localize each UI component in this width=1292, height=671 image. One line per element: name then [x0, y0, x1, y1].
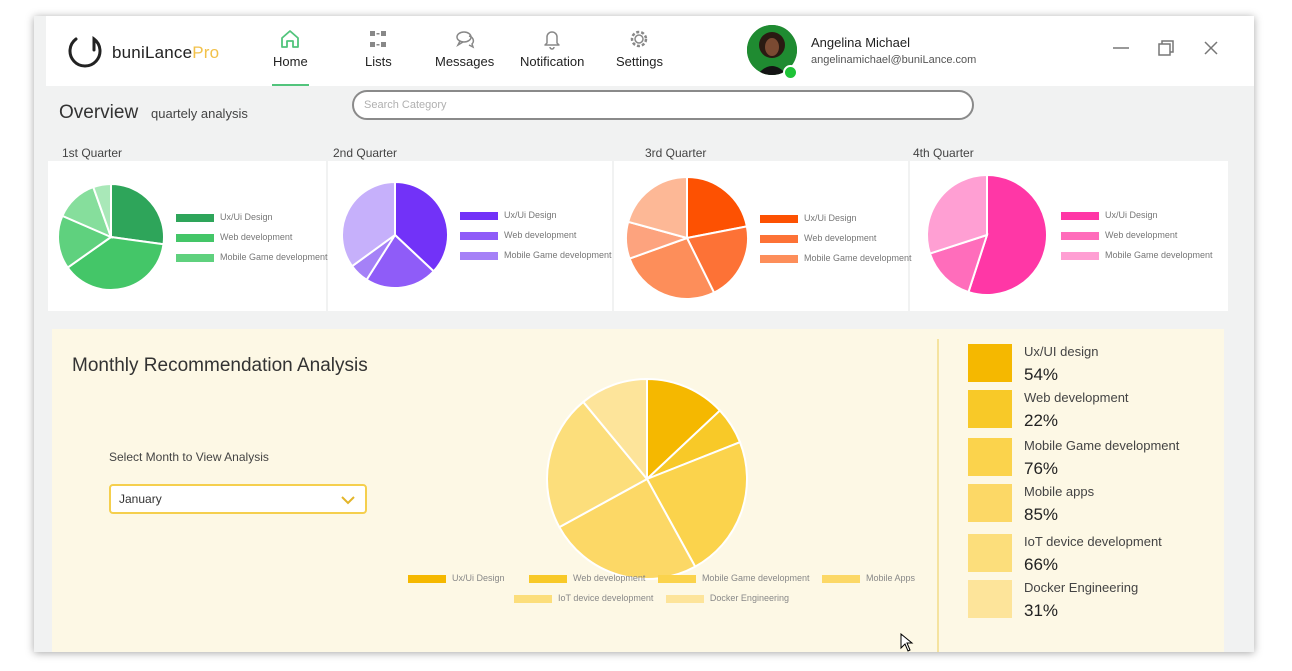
quarter-pies	[57, 173, 1048, 300]
month-select-label: Select Month to View Analysis	[109, 450, 269, 464]
home-icon	[281, 30, 300, 48]
quarter-4-label: 4th Quarter	[913, 146, 974, 160]
month-select-value: January	[119, 492, 162, 506]
nav-lists[interactable]: Lists	[365, 28, 392, 69]
avatar[interactable]	[747, 25, 797, 75]
quarter-3-pie-slice[interactable]	[685, 225, 749, 295]
quarter-3-pie-slice[interactable]	[686, 175, 749, 240]
monthly-pie-slice[interactable]	[581, 377, 648, 482]
monthly-legend-row-2: IoT device development Docker Engineerin…	[514, 593, 789, 603]
gear-icon	[631, 30, 648, 48]
search-input[interactable]	[352, 90, 974, 120]
user-name: Angelina Michael	[811, 35, 911, 50]
nav-notification[interactable]: Notification	[520, 28, 584, 69]
monthly-pie	[546, 377, 748, 580]
panel-divider	[937, 339, 939, 652]
nav-messages[interactable]: Messages	[435, 28, 494, 69]
quarter-1-pie-slice[interactable]	[91, 182, 112, 238]
quarter-2-pie-slice[interactable]	[341, 180, 396, 268]
monthly-title: Monthly Recommendation Analysis	[72, 355, 368, 376]
quarter-2-pie-slice[interactable]	[394, 180, 449, 273]
quarter-1-pie-slice[interactable]	[57, 214, 114, 269]
nav-settings-label: Settings	[616, 54, 663, 69]
close-icon[interactable]	[1201, 38, 1221, 58]
nav-home[interactable]: Home	[272, 28, 309, 86]
minimize-icon[interactable]	[1111, 38, 1131, 58]
monthly-pie-slice[interactable]	[646, 377, 722, 482]
monthly-analysis-panel: Monthly Recommendation Analysis Select M…	[52, 329, 1224, 652]
app-window: buniLancePro Home Lists Messages Notific…	[34, 16, 1254, 652]
quarter-3-pie-slice[interactable]	[628, 236, 716, 300]
user-email: angelinamichael@buniLance.com	[811, 54, 977, 66]
chevron-down-icon	[341, 496, 355, 505]
nav-notification-label: Notification	[520, 54, 585, 69]
restore-icon[interactable]	[1156, 38, 1176, 58]
month-select[interactable]: January	[109, 484, 367, 514]
top-bar: buniLancePro Home Lists Messages Notific…	[46, 16, 1254, 86]
overview-title: Overview	[59, 102, 139, 123]
quarter-3-pie-slice[interactable]	[626, 175, 688, 240]
quarter-3-label: 3rd Quarter	[645, 146, 707, 160]
quarter-1-pie-slice[interactable]	[66, 235, 165, 291]
nav-settings[interactable]: Settings	[616, 28, 663, 69]
nav-home-label: Home	[273, 54, 308, 69]
quarter-1-label: 1st Quarter	[62, 146, 123, 160]
nav-messages-label: Messages	[435, 54, 495, 69]
nav-lists-label: Lists	[365, 54, 392, 69]
quarter-2-label: 2nd Quarter	[333, 146, 398, 160]
quarter-4-pie-slice[interactable]	[967, 173, 1048, 296]
quarter-1-pie-slice[interactable]	[110, 182, 165, 246]
chat-icon	[455, 31, 474, 49]
mouse-cursor-icon	[900, 633, 914, 652]
bell-icon	[544, 31, 560, 50]
logo-icon	[68, 35, 102, 68]
monthly-pie-slice[interactable]	[558, 477, 697, 580]
quarter-2-pie-slice[interactable]	[365, 233, 436, 289]
online-status-dot	[783, 65, 798, 80]
monthly-pie-slice[interactable]	[546, 400, 649, 529]
monthly-legend-row-1: Ux/Ui Design Web development Mobile Game…	[408, 573, 915, 583]
active-indicator	[272, 84, 309, 86]
monthly-pie-slice[interactable]	[645, 440, 748, 568]
quarter-4-pie-slice[interactable]	[926, 173, 988, 255]
grid-icon	[370, 31, 387, 47]
overview-subtitle: quartely analysis	[151, 106, 248, 121]
brand-logo[interactable]: buniLancePro	[112, 43, 220, 62]
